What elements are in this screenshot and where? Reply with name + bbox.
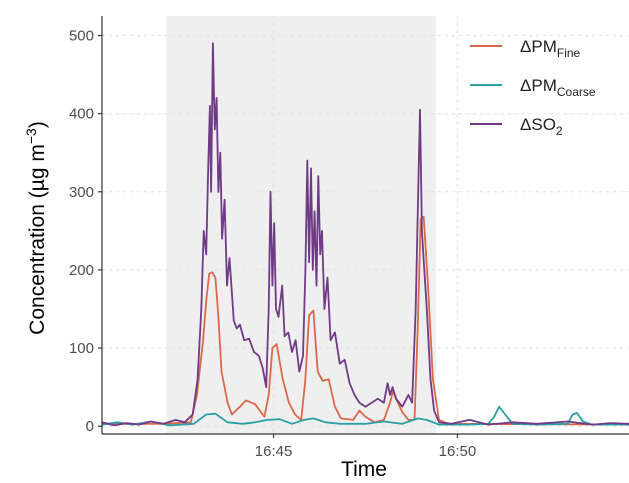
x-tick-label: 16:50 xyxy=(439,443,477,460)
series-lines xyxy=(101,42,629,427)
y-tick-label: 200 xyxy=(69,262,94,279)
y-tick-label: 0 xyxy=(86,418,94,435)
legend-label-main: ΔPM xyxy=(520,76,557,95)
legend-label-main: ΔPM xyxy=(520,37,557,56)
y-tick-label: 500 xyxy=(69,28,94,45)
x-tick-label: 16:45 xyxy=(255,443,293,460)
legend-label-subscript: 2 xyxy=(556,124,563,138)
series-line-2 xyxy=(101,42,629,427)
y-tick-label: 300 xyxy=(69,184,94,201)
tick-labels: 0 100 200 300 400 500 16:45 16:50 xyxy=(69,28,476,460)
y-tick-label: 400 xyxy=(69,106,94,123)
legend-label-2: ΔSO2 xyxy=(520,115,563,138)
legend-label-main: ΔSO xyxy=(520,115,556,134)
y-axis-title-main: Concentration ( xyxy=(26,191,49,335)
legend-label-subscript: Fine xyxy=(557,46,581,60)
y-axis-title: Concentration (µg m−3) xyxy=(23,121,49,335)
legend-label-subscript: Coarse xyxy=(557,85,596,99)
legend-label-0: ΔPMFine xyxy=(520,37,581,60)
y-axis-title-exponent: −3 xyxy=(23,128,39,144)
x-axis-title: Time xyxy=(341,458,387,481)
y-axis-title-close: ) xyxy=(26,121,49,128)
axes xyxy=(101,16,629,435)
legend-label-1: ΔPMCoarse xyxy=(520,76,596,99)
y-axis-title-unit: µg m xyxy=(26,144,49,191)
y-tick-label: 100 xyxy=(69,340,94,357)
